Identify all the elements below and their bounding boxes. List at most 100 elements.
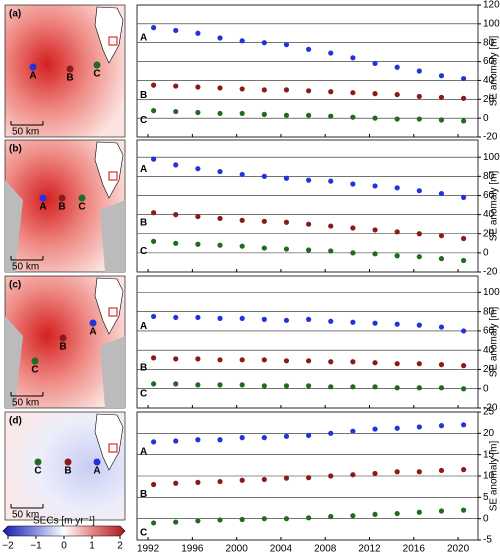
data-point xyxy=(306,221,312,227)
colorbar-tick-label: 1 xyxy=(89,541,95,552)
data-point xyxy=(283,475,290,481)
data-point xyxy=(306,515,312,521)
data-point xyxy=(394,253,400,259)
data-point xyxy=(151,156,157,162)
data-point xyxy=(195,30,201,36)
data-point xyxy=(173,27,179,34)
data-point xyxy=(461,257,467,264)
data-point xyxy=(306,358,312,364)
data-point xyxy=(173,438,179,444)
y-tick-label: 15 xyxy=(483,449,495,460)
data-point xyxy=(394,361,400,367)
data-point xyxy=(438,73,445,79)
greenland-inset xyxy=(94,413,124,471)
data-point xyxy=(438,94,445,100)
x-tick-label: 2012 xyxy=(358,544,381,554)
data-point xyxy=(217,35,223,41)
data-point xyxy=(239,315,245,321)
site-label: C xyxy=(34,466,41,477)
data-point xyxy=(217,85,223,91)
data-point xyxy=(328,178,334,184)
data-point xyxy=(328,113,334,119)
x-tick-label: 2020 xyxy=(447,544,470,554)
data-point xyxy=(394,185,400,191)
data-point xyxy=(350,181,356,187)
data-point xyxy=(217,357,223,363)
data-point xyxy=(306,383,312,389)
data-point xyxy=(261,316,267,322)
data-point xyxy=(151,313,157,320)
data-point xyxy=(283,175,290,181)
data-point xyxy=(283,246,290,252)
data-point xyxy=(416,424,422,430)
data-point xyxy=(195,241,201,247)
y-tick-label: 20 xyxy=(483,364,495,375)
data-point xyxy=(283,516,290,522)
series-label: C xyxy=(140,115,147,126)
y-tick-label: 20 xyxy=(483,228,495,239)
data-point xyxy=(328,430,334,436)
data-point xyxy=(151,210,157,216)
series-label: B xyxy=(140,489,147,500)
data-point xyxy=(372,60,378,67)
data-point xyxy=(461,95,467,101)
data-point xyxy=(394,64,400,70)
x-tick-label: 2004 xyxy=(270,544,293,554)
colorbar xyxy=(2,525,126,537)
series-label: A xyxy=(140,447,147,458)
data-point xyxy=(350,55,356,61)
data-point xyxy=(328,248,334,254)
series-label: C xyxy=(140,389,147,400)
data-point xyxy=(151,355,157,361)
data-point xyxy=(328,384,334,390)
data-point xyxy=(394,229,400,235)
data-point xyxy=(461,235,467,242)
data-point xyxy=(438,117,445,123)
data-point xyxy=(261,383,267,389)
colorbar-tick-label: 2 xyxy=(117,541,123,552)
data-point xyxy=(195,382,201,388)
data-point xyxy=(328,473,334,479)
data-point xyxy=(394,91,400,98)
greenland-inset xyxy=(94,6,124,64)
y-axis-label: SE anomaly [m] xyxy=(489,306,500,377)
data-point xyxy=(394,425,400,431)
data-point xyxy=(328,50,334,56)
inset-box xyxy=(108,171,118,181)
data-point xyxy=(151,481,157,488)
data-point xyxy=(416,385,422,391)
y-tick-label: 80 xyxy=(483,37,495,48)
site-dot xyxy=(34,458,42,466)
site-label: B xyxy=(64,466,71,477)
data-point xyxy=(438,423,445,429)
site-label: A xyxy=(89,327,96,338)
colorbar-tick-label: −1 xyxy=(30,541,42,552)
data-point xyxy=(328,359,334,365)
data-point xyxy=(217,215,223,222)
data-point xyxy=(416,68,422,74)
data-point xyxy=(283,87,290,93)
y-tick-label: 0 xyxy=(483,383,489,394)
series-label: C xyxy=(140,246,147,257)
data-point xyxy=(283,433,290,439)
colorbar-label: SECs [m yr⁻¹] xyxy=(33,516,95,527)
data-point xyxy=(416,509,422,515)
data-point xyxy=(151,82,157,88)
data-point xyxy=(372,384,378,390)
x-tick-label: 2008 xyxy=(314,544,337,554)
y-tick-label: -20 xyxy=(483,403,498,414)
data-point xyxy=(372,115,378,121)
inset-box xyxy=(108,307,118,317)
series-label: B xyxy=(140,363,147,374)
y-tick-label: 60 xyxy=(483,326,495,337)
data-point xyxy=(461,363,467,369)
site-label: A xyxy=(93,466,100,477)
series-label: A xyxy=(140,32,147,43)
site-dot xyxy=(59,334,67,342)
panel-label: (b) xyxy=(9,144,22,155)
data-point xyxy=(416,361,422,367)
data-point xyxy=(195,109,201,116)
data-point xyxy=(350,225,356,231)
data-point xyxy=(261,357,267,363)
data-point xyxy=(438,467,445,474)
